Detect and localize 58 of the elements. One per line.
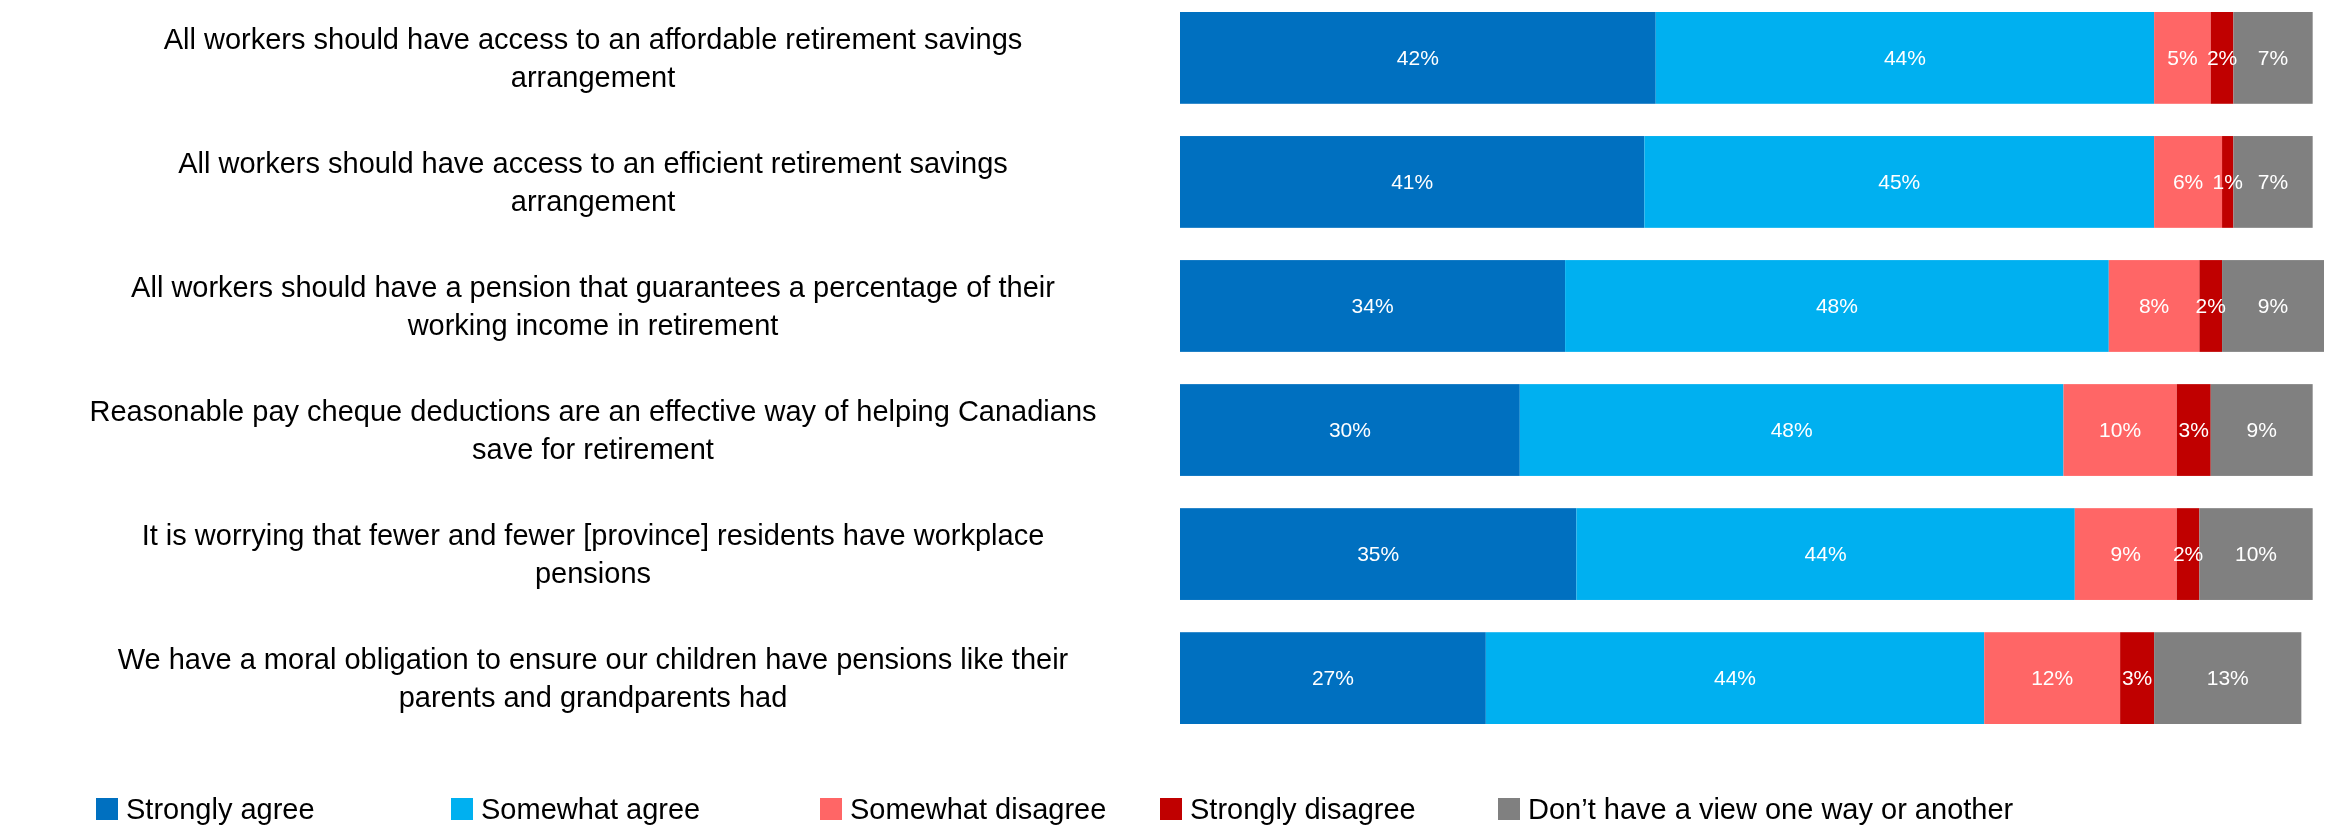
bar	[2063, 384, 2177, 476]
y-tick-label: We have a moral obligation to ensure our children have pensions like their parents and grandparents had	[117, 643, 1069, 714]
legend-label: Somewhat agree	[481, 793, 701, 826]
data-label: 5%	[2167, 46, 2198, 70]
data-label: 44%	[1883, 46, 1926, 70]
legend-label: Somewhat disagree	[850, 793, 1107, 826]
data-label: 7%	[2257, 170, 2289, 194]
bar	[1180, 260, 1566, 352]
data-label: 27%	[1311, 666, 1354, 690]
data-label: 12%	[2031, 666, 2074, 690]
data-label: 45%	[1878, 170, 1921, 194]
legend-label: Strongly disagree	[1190, 793, 1416, 826]
bar	[2210, 384, 2313, 476]
bar	[1519, 384, 2064, 476]
bar	[2120, 632, 2155, 724]
y-tick-label: All workers should have access to an affordable retirement savings arrangement	[163, 23, 1023, 94]
bar	[1485, 632, 1985, 724]
data-label: 8%	[2138, 294, 2170, 318]
y-tick-label: All workers should have access to an efficient retirement savings arrangement	[178, 147, 1008, 218]
data-label: 10%	[2235, 542, 2278, 566]
data-label: 35%	[1357, 542, 1400, 566]
legend-label: Strongly agree	[126, 793, 315, 826]
bar	[1180, 632, 1486, 724]
data-label: 9%	[2110, 542, 2141, 566]
y-tick-label: All workers should have a pension that guarantees a percentage of their working income in retirement	[131, 271, 1056, 342]
bar	[1565, 260, 2109, 352]
bar	[1984, 632, 2121, 724]
data-label: 9%	[2246, 418, 2277, 442]
bar	[1180, 136, 1645, 228]
data-label: 6%	[2172, 170, 2204, 194]
data-label: 3%	[2178, 418, 2209, 442]
data-label: 44%	[1713, 666, 1757, 690]
data-label: 2%	[2195, 294, 2226, 318]
data-label: 34%	[1351, 294, 1394, 318]
data-label: 10%	[2099, 418, 2142, 442]
data-label: 42%	[1396, 46, 1439, 70]
data-label: 44%	[1804, 542, 1847, 566]
legend-label: Don’t have a view one way or another	[1528, 793, 2014, 826]
data-label: 30%	[1328, 418, 1371, 442]
data-label: 13%	[2206, 666, 2249, 690]
data-label: 48%	[1815, 294, 1858, 318]
bar	[1180, 384, 1520, 476]
y-tick-label: Reasonable pay cheque deductions are an effective way of helping Canadians save for retirement	[89, 395, 1097, 466]
data-label: 9%	[2257, 294, 2289, 318]
bar	[1655, 12, 2155, 104]
data-label: 48%	[1770, 418, 1813, 442]
data-label: 3%	[2121, 666, 2153, 690]
data-label: 7%	[2257, 46, 2289, 70]
bar	[2154, 632, 2302, 724]
bar	[1180, 12, 1656, 104]
data-label: 41%	[1391, 170, 1434, 194]
bar	[1180, 508, 1577, 600]
data-label: 2%	[2206, 46, 2238, 70]
bar	[1644, 136, 2155, 228]
data-label: 2%	[2172, 542, 2204, 566]
bar	[2176, 384, 2211, 476]
bar	[1576, 508, 2075, 600]
y-tick-label: It is worrying that fewer and fewer [province] residents have workplace pensions	[141, 519, 1045, 590]
